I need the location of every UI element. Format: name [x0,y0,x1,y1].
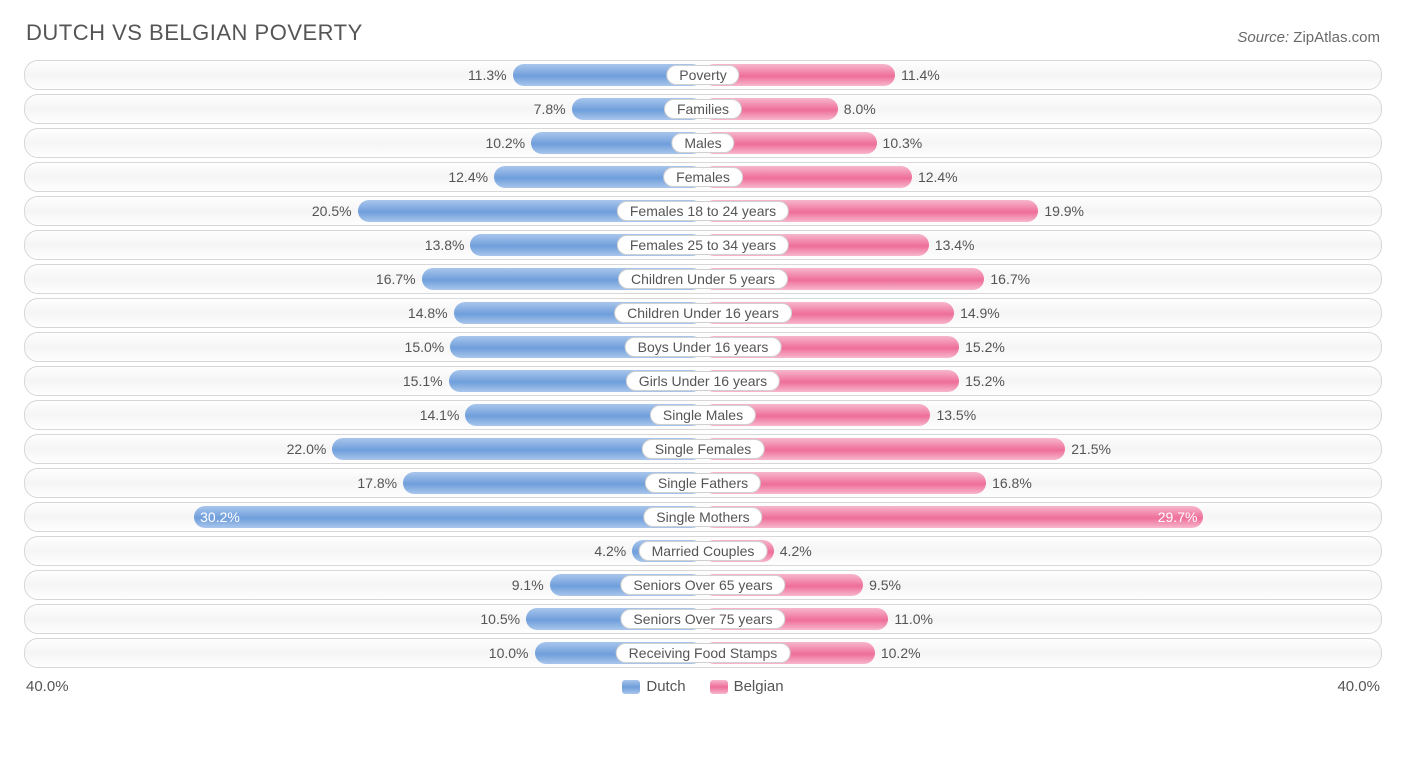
value-label-belgian: 4.2% [780,543,812,559]
bar-dutch: 30.2% [194,506,703,528]
value-label-dutch: 14.8% [408,305,448,321]
legend-item-dutch: Dutch [622,678,685,695]
chart-source: Source: ZipAtlas.com [1237,29,1380,46]
chart-row: 10.5% 11.0% Seniors Over 75 years [24,604,1382,634]
category-label: Girls Under 16 years [626,371,780,391]
category-label: Males [671,133,734,153]
value-label-belgian: 13.4% [935,237,975,253]
category-label: Seniors Over 65 years [620,575,785,595]
category-label: Seniors Over 75 years [620,609,785,629]
value-label-belgian: 21.5% [1071,441,1111,457]
value-label-belgian: 19.9% [1044,203,1084,219]
legend-item-belgian: Belgian [710,678,784,695]
value-label-dutch: 10.0% [489,645,529,661]
value-label-belgian: 8.0% [844,101,876,117]
category-label: Single Females [642,439,765,459]
value-label-belgian: 11.0% [894,611,933,627]
chart-row: 30.2% 29.7% Single Mothers [24,502,1382,532]
category-label: Single Fathers [645,473,761,493]
category-label: Females 18 to 24 years [617,201,789,221]
value-label-dutch: 11.3% [468,67,507,83]
chart-row: 17.8% 16.8% Single Fathers [24,468,1382,498]
legend-label-dutch: Dutch [646,678,685,695]
chart-row: 13.8% 13.4% Females 25 to 34 years [24,230,1382,260]
category-label: Single Mothers [643,507,762,527]
category-label: Children Under 16 years [614,303,792,323]
value-label-dutch: 15.0% [405,339,445,355]
value-label-dutch: 4.2% [594,543,626,559]
chart-row: 7.8% 8.0% Families [24,94,1382,124]
chart-row: 10.2% 10.3% Males [24,128,1382,158]
value-label-belgian: 16.7% [990,271,1030,287]
value-label-belgian: 14.9% [960,305,1000,321]
chart-row: 11.3% 11.4% Poverty [24,60,1382,90]
value-label-dutch: 14.1% [420,407,460,423]
chart-header: DUTCH VS BELGIAN POVERTY Source: ZipAtla… [24,16,1382,56]
category-label: Poverty [666,65,739,85]
value-label-dutch: 16.7% [376,271,416,287]
value-label-dutch: 12.4% [448,169,488,185]
value-label-belgian: 10.3% [883,135,923,151]
chart-row: 10.0% 10.2% Receiving Food Stamps [24,638,1382,668]
value-label-belgian: 16.8% [992,475,1032,491]
chart-footer: 40.0% Dutch Belgian 40.0% [24,672,1382,695]
value-label-dutch: 10.2% [485,135,525,151]
chart-title: DUTCH VS BELGIAN POVERTY [26,20,363,46]
value-label-belgian: 10.2% [881,645,921,661]
chart-row: 22.0% 21.5% Single Females [24,434,1382,464]
chart-row: 15.1% 15.2% Girls Under 16 years [24,366,1382,396]
legend: Dutch Belgian [69,678,1338,695]
legend-swatch-dutch [622,680,640,694]
value-label-belgian: 9.5% [869,577,901,593]
category-label: Children Under 5 years [618,269,788,289]
value-label-dutch: 7.8% [534,101,566,117]
source-value: ZipAtlas.com [1293,29,1380,46]
chart-row: 4.2% 4.2% Married Couples [24,536,1382,566]
category-label: Families [664,99,742,119]
value-label-dutch: 13.8% [425,237,465,253]
value-label-belgian: 15.2% [965,373,1005,389]
value-label-belgian: 13.5% [936,407,976,423]
value-label-dutch: 30.2% [200,509,240,525]
source-label: Source: [1237,29,1289,46]
value-label-belgian: 15.2% [965,339,1005,355]
category-label: Married Couples [639,541,768,561]
legend-label-belgian: Belgian [734,678,784,695]
category-label: Receiving Food Stamps [616,643,791,663]
category-label: Females [663,167,743,187]
value-label-belgian: 29.7% [1158,509,1198,525]
value-label-dutch: 17.8% [357,475,397,491]
bar-belgian: 29.7% [703,506,1203,528]
category-label: Single Males [650,405,756,425]
chart-row: 16.7% 16.7% Children Under 5 years [24,264,1382,294]
value-label-dutch: 15.1% [403,373,443,389]
butterfly-chart: 11.3%11.4%Poverty7.8%8.0%Families10.2%10… [24,60,1382,668]
category-label: Boys Under 16 years [625,337,782,357]
chart-row: 20.5% 19.9% Females 18 to 24 years [24,196,1382,226]
chart-row: 15.0% 15.2% Boys Under 16 years [24,332,1382,362]
category-label: Females 25 to 34 years [617,235,789,255]
value-label-dutch: 9.1% [512,577,544,593]
chart-row: 14.8% 14.9% Children Under 16 years [24,298,1382,328]
chart-row: 9.1% 9.5% Seniors Over 65 years [24,570,1382,600]
axis-max-left: 40.0% [26,678,69,695]
axis-max-right: 40.0% [1337,678,1380,695]
value-label-dutch: 10.5% [480,611,520,627]
value-label-belgian: 12.4% [918,169,958,185]
value-label-belgian: 11.4% [901,67,940,83]
chart-row: 14.1% 13.5% Single Males [24,400,1382,430]
value-label-dutch: 20.5% [312,203,352,219]
legend-swatch-belgian [710,680,728,694]
value-label-dutch: 22.0% [287,441,327,457]
chart-row: 12.4% 12.4% Females [24,162,1382,192]
